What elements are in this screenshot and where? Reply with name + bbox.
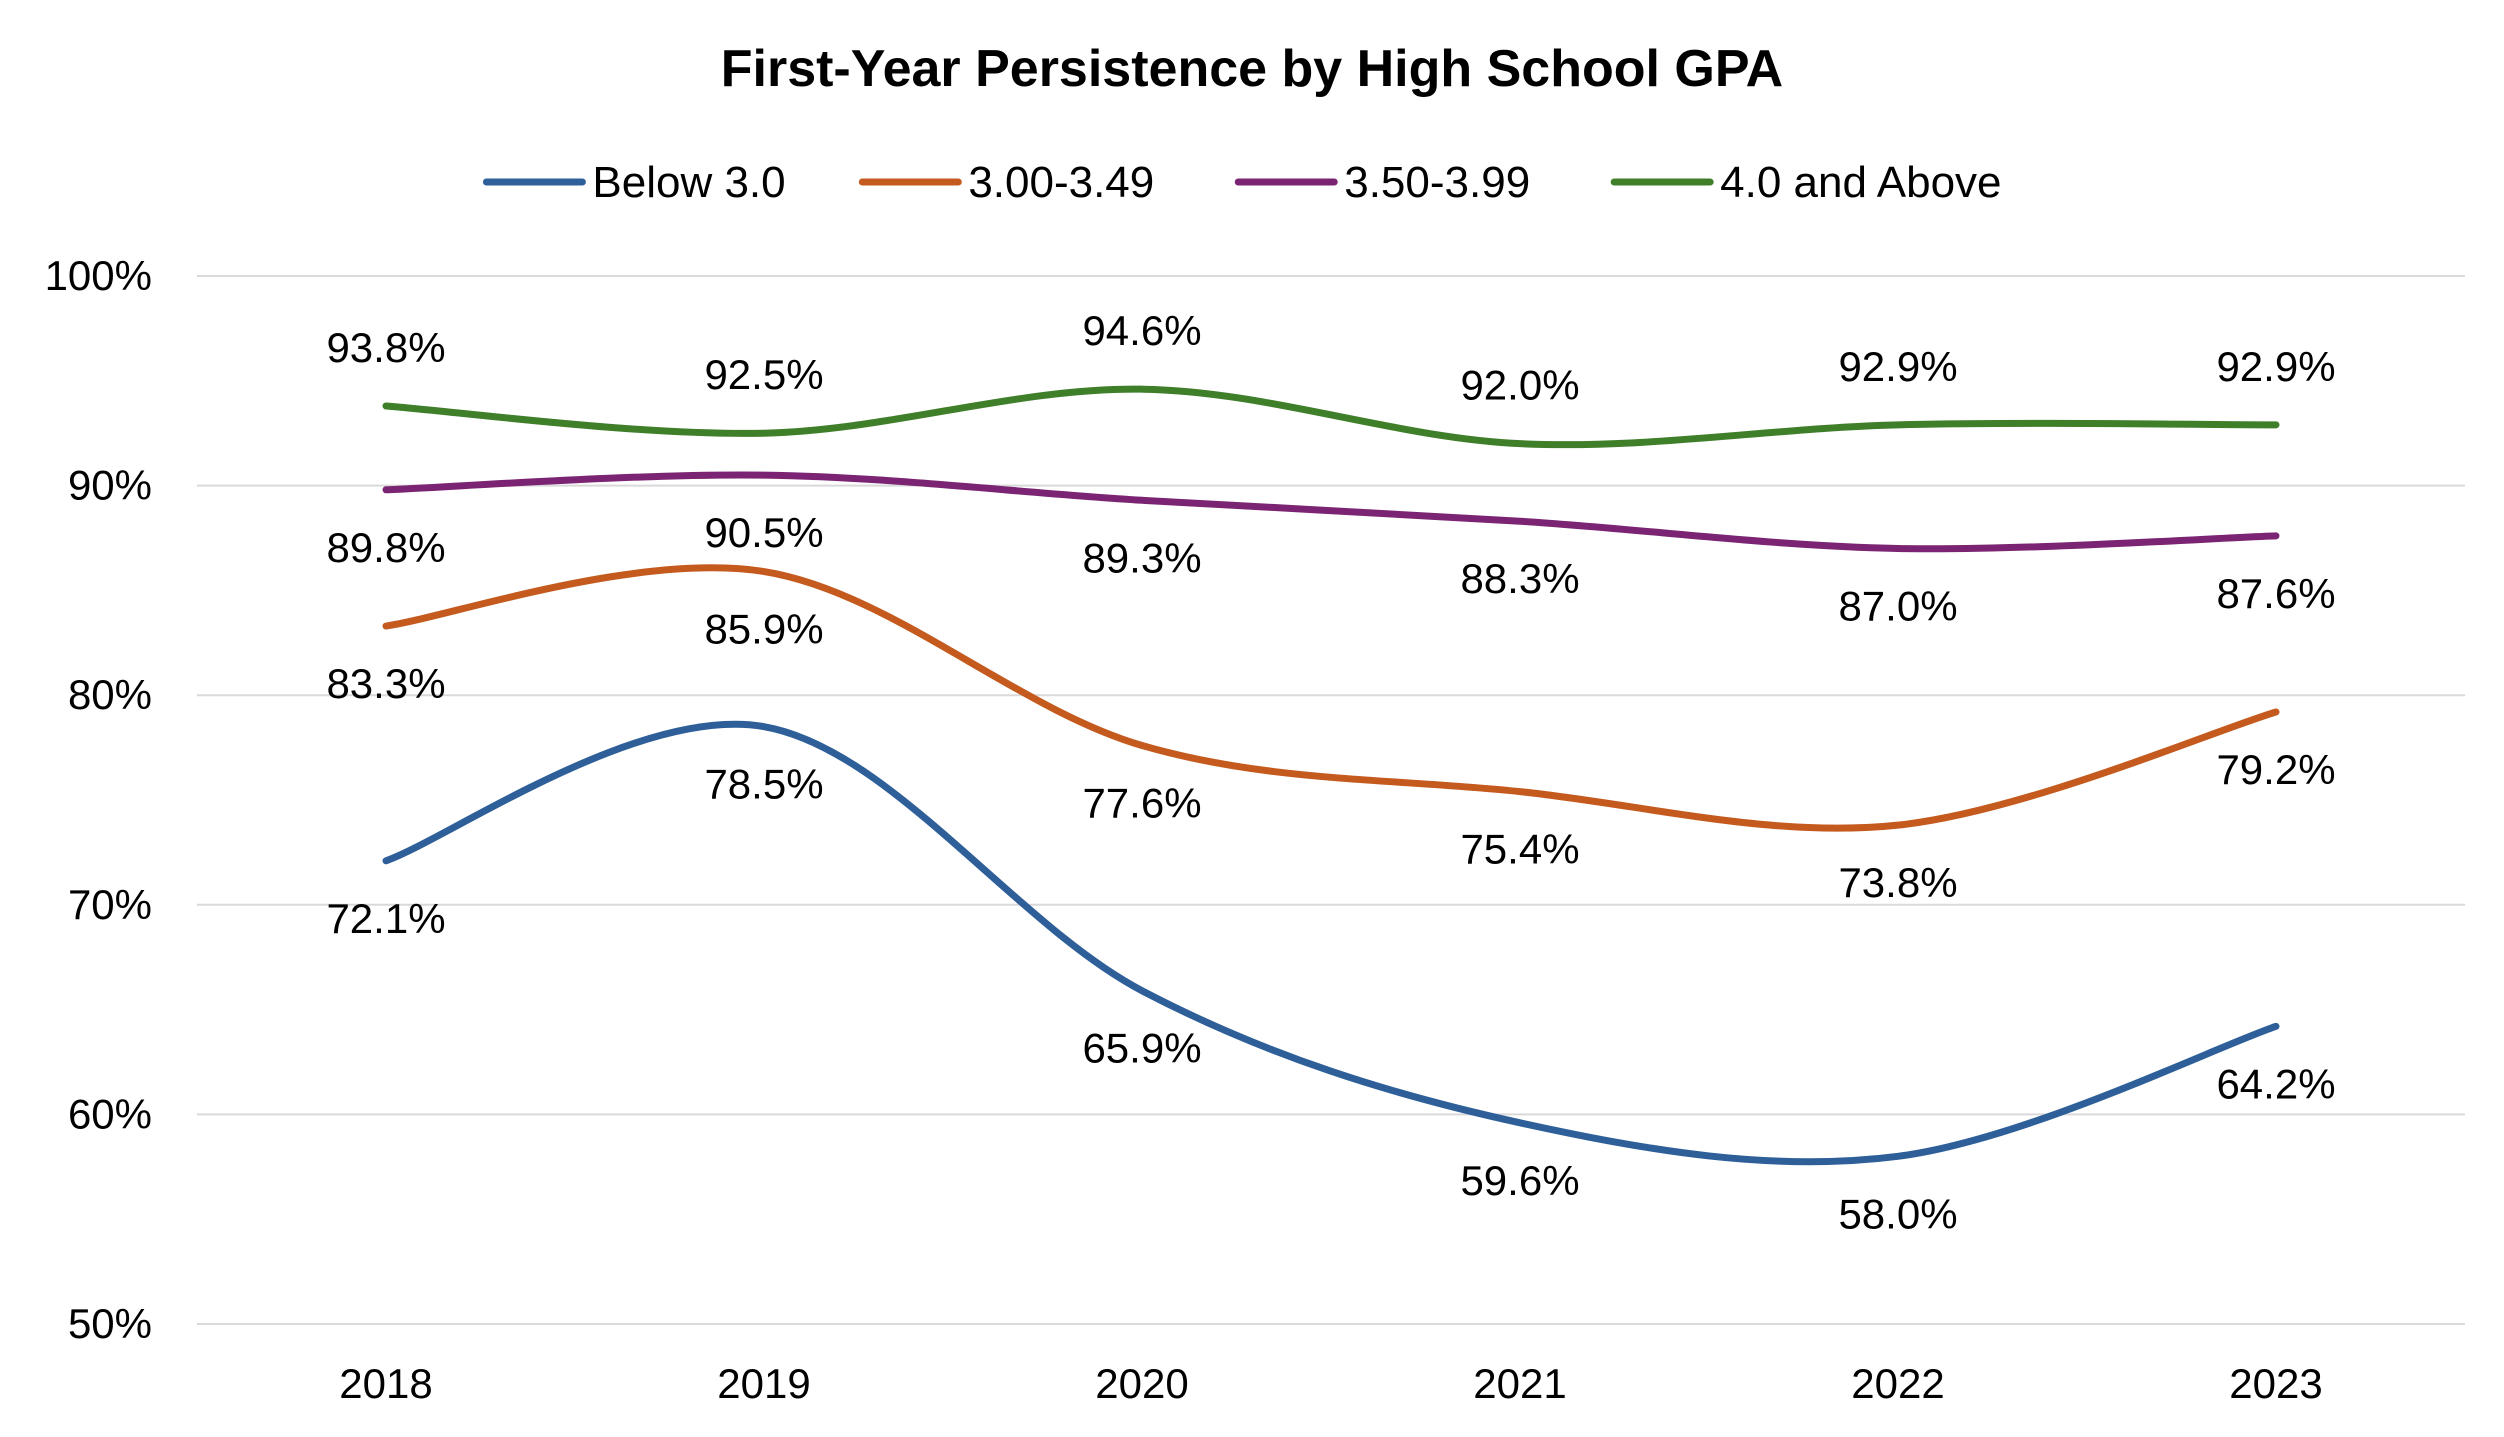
x-tick-label: 2022 <box>1851 1360 1944 1407</box>
legend-label: 3.00-3.49 <box>968 158 1154 207</box>
legend-item-3-00-3-49: 3.00-3.49 <box>858 158 1154 207</box>
chart-legend: Below 3.0 3.00-3.49 3.50-3.99 4.0 and Above <box>482 158 2002 207</box>
y-tick-label: 100% <box>45 252 152 299</box>
x-tick-label: 2023 <box>2229 1360 2322 1407</box>
data-label-4-0-and-above: 94.6% <box>1082 307 1201 354</box>
series-line-4-0-and-above <box>382 385 2280 449</box>
series-line-3-00-3-49 <box>382 564 2280 832</box>
gridlines <box>197 275 2465 1325</box>
data-label-4-0-and-above: 92.9% <box>1838 343 1957 390</box>
data-label-4-0-and-above: 93.8% <box>326 324 445 371</box>
x-axis: 2018 2019 2020 2021 2022 2023 <box>339 1360 2322 1407</box>
y-tick-label: 60% <box>68 1090 152 1137</box>
x-tick-label: 2018 <box>339 1360 432 1407</box>
data-label-3-00-3-49: 83.3% <box>326 660 445 707</box>
data-label-below-3-0: 64.2% <box>2216 1060 2335 1107</box>
legend-label: 4.0 and Above <box>1720 158 2001 207</box>
data-label-below-3-0: 65.9% <box>1082 1025 1201 1072</box>
legend-item-4-0-and-above: 4.0 and Above <box>1610 158 2002 207</box>
y-tick-label: 90% <box>68 462 152 509</box>
series-line-below-3-0 <box>382 720 2280 1166</box>
legend-label: Below 3.0 <box>592 158 785 207</box>
x-tick-label: 2019 <box>717 1360 810 1407</box>
data-label-below-3-0: 58.0% <box>1838 1190 1957 1237</box>
data-label-3-00-3-49: 75.4% <box>1460 826 1579 873</box>
y-tick-label: 70% <box>68 881 152 928</box>
x-tick-label: 2020 <box>1095 1360 1188 1407</box>
data-label-3-50-3-99: 89.3% <box>1082 534 1201 581</box>
data-label-3-50-3-99: 89.8% <box>326 524 445 571</box>
series-line-3-50-3-99 <box>382 471 2280 553</box>
legend-item-3-50-3-99: 3.50-3.99 <box>1234 158 1530 207</box>
y-tick-label: 50% <box>68 1300 152 1347</box>
y-tick-label: 80% <box>68 671 152 718</box>
data-label-4-0-and-above: 92.5% <box>704 351 823 398</box>
data-label-3-00-3-49: 85.9% <box>704 606 823 653</box>
data-label-4-0-and-above: 92.9% <box>2216 343 2335 390</box>
data-label-4-0-and-above: 92.0% <box>1460 362 1579 409</box>
series-lines <box>382 385 2280 1166</box>
data-label-3-50-3-99: 88.3% <box>1460 555 1579 602</box>
data-label-below-3-0: 72.1% <box>326 895 445 942</box>
chart-title: First-Year Persistence by High School GP… <box>721 40 1783 98</box>
legend-item-below-3-0: Below 3.0 <box>482 158 786 207</box>
data-label-3-50-3-99: 90.5% <box>704 509 823 556</box>
data-labels: 72.1% 78.5% 65.9% 59.6% 58.0% 64.2% 83.3% 85.9%… <box>326 307 2335 1237</box>
data-label-3-00-3-49: 77.6% <box>1082 780 1201 827</box>
data-label-3-50-3-99: 87.0% <box>1838 582 1957 629</box>
data-label-3-00-3-49: 79.2% <box>2216 746 2335 793</box>
data-label-below-3-0: 78.5% <box>704 761 823 808</box>
x-tick-label: 2021 <box>1473 1360 1566 1407</box>
data-label-3-00-3-49: 73.8% <box>1838 859 1957 906</box>
legend-label: 3.50-3.99 <box>1344 158 1530 207</box>
y-axis: 50% 60% 70% 80% 90% 100% <box>45 252 152 1347</box>
data-label-3-50-3-99: 87.6% <box>2216 570 2335 617</box>
data-label-below-3-0: 59.6% <box>1460 1157 1579 1204</box>
